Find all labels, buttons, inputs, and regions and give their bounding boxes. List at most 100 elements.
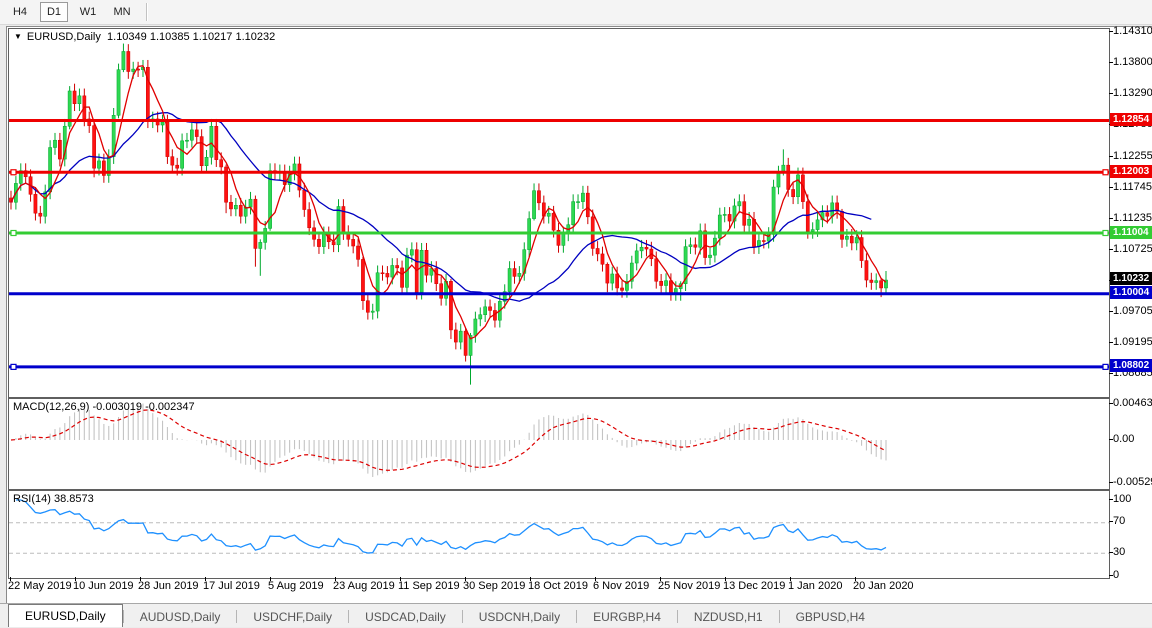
timeframe-button-h4[interactable]: H4: [12, 6, 28, 18]
price-axis-label: 1.11235: [1113, 211, 1152, 224]
price-tag-1.10232: 1.10232: [1110, 272, 1152, 286]
time-axis-tick: [205, 577, 206, 581]
price-axis-tick: [1109, 248, 1113, 250]
tab-nzdusd-h1[interactable]: NZDUSD,H1: [693, 609, 763, 624]
price-tag-1.08802: 1.08802: [1110, 359, 1152, 373]
toolbar-separator: [146, 3, 148, 21]
time-axis-label: 23 Aug 2019: [333, 580, 395, 592]
tab-usdcad-daily[interactable]: USDCAD,Daily: [365, 609, 446, 624]
tab-usdcnh-daily[interactable]: USDCNH,Daily: [478, 609, 561, 624]
price-tag-1.11004: 1.11004: [1110, 225, 1152, 239]
tab-separator: [348, 610, 350, 623]
price-axis-tick: [1109, 217, 1113, 219]
price-axis-tick: [1109, 310, 1113, 312]
macd-axis-label: 0.00463: [1113, 397, 1152, 409]
hline-anchor[interactable]: [10, 169, 17, 176]
macd-axis-tick: [1109, 482, 1113, 483]
tab-separator: [576, 610, 578, 623]
time-axis-tick: [335, 577, 336, 581]
tab-gbpusd-h4[interactable]: GBPUSD,H4: [795, 609, 865, 624]
time-axis-tick: [660, 577, 661, 581]
price-axis-label: 1.14310: [1113, 25, 1152, 37]
price-axis-tick: [1109, 373, 1113, 374]
tab-usdchf-daily[interactable]: USDCHF,Daily: [253, 609, 333, 624]
time-axis-label: 6 Nov 2019: [593, 580, 650, 592]
price-axis-tick: [1109, 341, 1113, 343]
tab-eurusd-daily[interactable]: EURUSD,Daily: [8, 604, 123, 627]
hline-anchor[interactable]: [1102, 169, 1109, 176]
rsi-axis-label: 70: [1113, 515, 1126, 527]
macd-pane[interactable]: [8, 398, 1110, 490]
time-axis-label: 30 Sep 2019: [463, 580, 526, 592]
price-axis-label: 1.13800: [1113, 56, 1152, 68]
rsi-axis-label: 30: [1113, 546, 1126, 558]
rsi-axis-tick: [1109, 575, 1113, 576]
price-axis-label: 1.13290: [1113, 87, 1152, 100]
timeframe-toolbar: H4 D1 W1 MN: [0, 0, 1152, 25]
main-chart-pane[interactable]: [8, 28, 1110, 398]
time-axis-tick: [725, 577, 726, 581]
rsi-axis-tick: [1109, 521, 1113, 522]
time-axis-tick: [10, 577, 11, 581]
price-axis-tick: [1109, 62, 1113, 63]
tab-separator: [676, 610, 678, 623]
time-axis-tick: [465, 577, 466, 581]
price-axis-label: 1.12255: [1113, 149, 1152, 162]
time-axis-label: 11 Sep 2019: [398, 580, 460, 592]
tab-eurgbp-h4[interactable]: EURGBP,H4: [593, 609, 661, 624]
time-axis-label: 13 Dec 2019: [723, 580, 786, 592]
time-axis-tick: [790, 577, 791, 581]
time-axis-tick: [270, 577, 271, 581]
time-axis-tick: [855, 577, 856, 581]
hline-anchor[interactable]: [1102, 229, 1109, 237]
rsi-axis-tick: [1109, 552, 1113, 553]
price-axis-label: 1.11745: [1113, 180, 1152, 193]
timeframe-button-d1[interactable]: D1: [40, 2, 68, 22]
hline-anchor[interactable]: [10, 229, 17, 237]
time-axis-label: 5 Aug 2019: [268, 580, 324, 592]
macd-axis-label: -0.005299: [1113, 476, 1152, 488]
time-axis-label: 28 Jun 2019: [138, 580, 199, 592]
macd-chart[interactable]: [9, 399, 1109, 489]
rsi-pane[interactable]: [8, 490, 1110, 579]
price-tag-1.12003: 1.12003: [1110, 164, 1152, 178]
tab-audusd-daily[interactable]: AUDUSD,Daily: [139, 609, 221, 624]
chart-title[interactable]: ▼ EURUSD,Daily 1.10349 1.10385 1.10217 1.…: [14, 31, 275, 43]
time-axis-tick: [140, 577, 141, 581]
tab-separator: [778, 610, 780, 623]
hline-anchor[interactable]: [10, 363, 17, 370]
tab-separator: [236, 610, 238, 623]
price-axis-label: 1.09705: [1113, 304, 1152, 317]
ohlc-values: 1.10349 1.10385 1.10217 1.10232: [107, 31, 276, 43]
macd-axis-tick: [1109, 403, 1113, 404]
candlestick-chart[interactable]: [9, 29, 1109, 397]
tab-separator: [461, 610, 463, 623]
rsi-axis-label: 0: [1113, 569, 1120, 581]
price-axis-tick: [1109, 155, 1113, 157]
time-axis-tick: [400, 577, 401, 581]
time-axis-label: 22 May 2019: [8, 580, 72, 592]
price-axis-label: 1.09195: [1113, 335, 1152, 348]
price-axis-tick: [1109, 31, 1113, 32]
hline-anchor[interactable]: [1102, 363, 1109, 370]
chart-tabs-bar: EURUSD,Daily AUDUSD,Daily USDCHF,Daily USDC…: [0, 603, 1152, 627]
price-tag-1.12854: 1.12854: [1110, 113, 1152, 127]
timeframe-button-mn[interactable]: MN: [113, 6, 131, 18]
rsi-chart[interactable]: [9, 491, 1109, 578]
time-axis-label: 10 Jun 2019: [73, 580, 134, 592]
time-axis-label: 17 Jul 2019: [203, 580, 260, 592]
rsi-axis-tick: [1109, 499, 1113, 500]
time-axis-label: 20 Jan 2020: [853, 580, 914, 592]
price-tag-1.10004: 1.10004: [1110, 286, 1152, 300]
time-axis-tick: [595, 577, 596, 581]
chart-dropdown-icon[interactable]: ▼: [14, 32, 22, 41]
time-axis-label: 1 Jan 2020: [788, 580, 843, 592]
time-axis-label: 18 Oct 2019: [528, 580, 588, 592]
rsi-indicator-label: RSI(14) 38.8573: [13, 493, 94, 505]
macd-axis-tick: [1109, 439, 1113, 440]
timeframe-button-w1[interactable]: W1: [79, 6, 97, 18]
macd-axis-label: 0.00: [1113, 433, 1135, 445]
tab-separator: [122, 610, 124, 623]
macd-indicator-label: MACD(12,26,9) -0.003019 -0.002347: [13, 401, 195, 413]
